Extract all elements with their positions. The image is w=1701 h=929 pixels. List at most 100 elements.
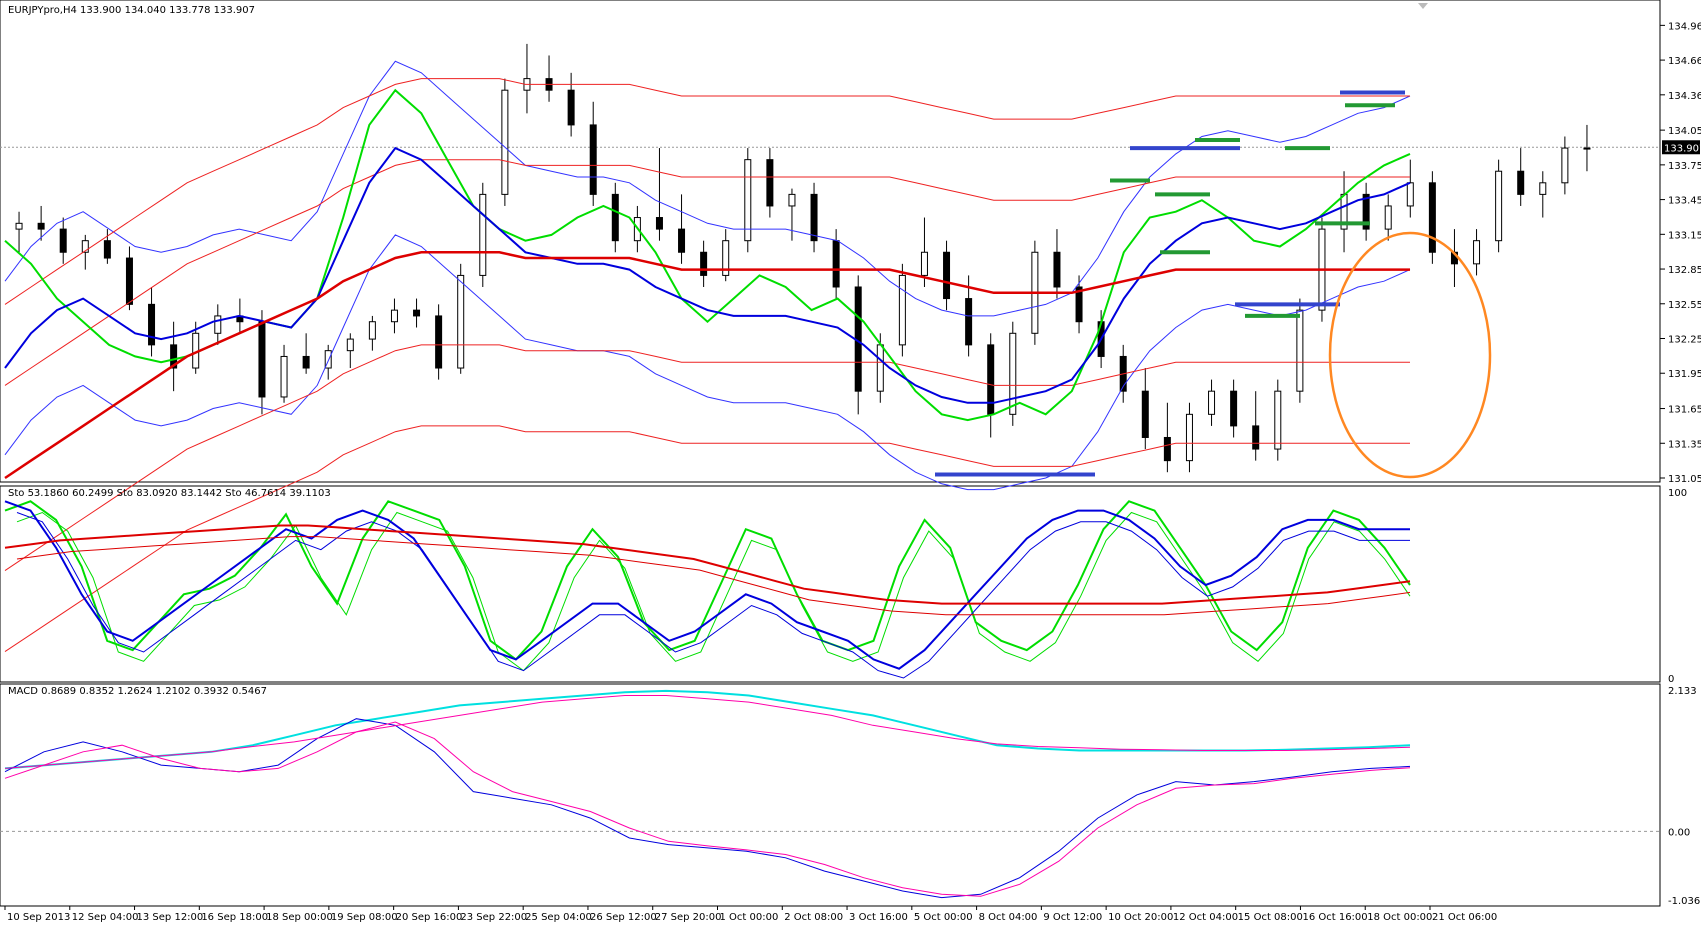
bull-candle (457, 274, 465, 369)
bear-candle (1075, 286, 1083, 323)
price-y-tick-label: 131.350 (1668, 439, 1701, 450)
x-tick-label: 15 Oct 08:00 (1238, 912, 1303, 923)
x-tick-label: 8 Oct 04:00 (979, 912, 1038, 923)
bull-candle (1495, 170, 1503, 242)
bull-candle (214, 315, 222, 334)
x-tick-label: 10 Oct 20:00 (1108, 912, 1173, 923)
price-panel-frame (0, 0, 1661, 483)
macd-layer (0, 689, 1660, 899)
bull-candle (1208, 390, 1216, 415)
bear-candle (1141, 390, 1149, 438)
x-tick-label: 16 Oct 16:00 (1302, 912, 1367, 923)
bear-candle (125, 257, 133, 305)
bear-candle (148, 303, 156, 346)
upper-blue-band (4, 60, 1411, 317)
bull-candle (876, 344, 884, 392)
bull-candle (368, 321, 376, 340)
macd-panel-frame (0, 683, 1661, 907)
bear-candle (678, 228, 686, 253)
bear-candle (943, 251, 951, 300)
x-tick-label: 1 Oct 00:00 (720, 912, 779, 923)
stoch-header: Sto 53.1860 60.2499 Sto 83.0920 83.1442 … (8, 488, 331, 499)
x-tick-label: 2 Oct 08:00 (784, 912, 843, 923)
x-tick-label: 27 Sep 20:00 (655, 912, 722, 923)
bull-candle (1009, 332, 1017, 415)
x-tick-label: 10 Sep 2013 (7, 912, 70, 923)
current-price-box (1662, 140, 1700, 155)
mid-upper-red-band (4, 159, 1410, 386)
bear-candle (1428, 182, 1436, 253)
stoch-y-tick-label: 0 (1668, 674, 1674, 685)
bull-candle (1473, 240, 1481, 265)
x-tick-label: 18 Oct 00:00 (1367, 912, 1432, 923)
stoch-signal-line-1 (16, 512, 1410, 679)
price-y-tick-label: 133.155 (1668, 230, 1701, 241)
bull-candle (788, 193, 796, 207)
macd-y-tick-label: 0.00 (1668, 827, 1690, 838)
current-price-label: 133.907 (1664, 143, 1701, 154)
upper-red-band (4, 78, 1410, 305)
bull-candle (501, 89, 509, 195)
price-y-tick-label: 134.960 (1668, 21, 1701, 32)
x-tick-label: 12 Sep 04:00 (72, 912, 139, 923)
bull-candle (1561, 147, 1569, 184)
bear-candle (965, 298, 973, 346)
bull-candle (81, 240, 89, 253)
price-y-tick-label: 131.650 (1668, 405, 1701, 416)
bear-candle (567, 89, 575, 126)
price-y-tick-label: 134.055 (1668, 126, 1701, 137)
price-y-tick-label: 133.455 (1668, 196, 1701, 207)
bear-candle (1163, 436, 1171, 462)
collapse-triangle-icon[interactable] (1418, 3, 1428, 9)
price-layer (0, 43, 1660, 653)
bear-candle (103, 240, 111, 259)
bull-candle (722, 240, 730, 276)
bear-candle (700, 251, 708, 276)
bull-candle (920, 251, 928, 276)
x-tick-label: 26 Sep 12:00 (590, 912, 657, 923)
bull-candle (744, 159, 752, 242)
bull-candle (479, 193, 487, 276)
price-y-tick-label: 134.660 (1668, 56, 1701, 67)
mid-lower-red-band (4, 344, 1410, 572)
price-series-line-1 (4, 146, 1411, 404)
stoch-series-line-1 (4, 500, 1410, 670)
x-tick-label: 19 Sep 08:00 (331, 912, 398, 923)
price-y-tick-label: 133.755 (1668, 161, 1701, 172)
bull-candle (1539, 182, 1547, 195)
bear-candle (1517, 170, 1525, 195)
bear-candle (1252, 425, 1260, 450)
bear-candle (766, 159, 774, 207)
bear-candle (59, 228, 67, 253)
x-tick-label: 13 Sep 12:00 (137, 912, 204, 923)
bull-candle (1384, 205, 1392, 230)
bear-candle (832, 240, 840, 288)
bear-candle (1053, 251, 1061, 288)
bull-candle (15, 222, 23, 230)
bear-candle (810, 193, 818, 242)
x-tick-label: 12 Oct 04:00 (1173, 912, 1238, 923)
symbol-header: EURJPYpro,H4 133.900 134.040 133.778 133… (8, 5, 255, 16)
price-y-tick-label: 134.360 (1668, 91, 1701, 102)
bull-candle (280, 355, 288, 398)
stoch-series-line-2 (4, 524, 1411, 605)
x-tick-label: 9 Oct 12:00 (1043, 912, 1102, 923)
bear-candle (987, 344, 995, 415)
bull-candle (324, 350, 332, 369)
stoch-panel-frame (0, 485, 1661, 683)
lower-red-band (4, 425, 1410, 653)
x-tick-label: 5 Oct 00:00 (914, 912, 973, 923)
bear-candle (435, 315, 443, 369)
x-tick-label: 25 Sep 04:00 (525, 912, 592, 923)
bull-candle (1406, 182, 1414, 207)
bull-candle (898, 274, 906, 346)
bear-candle (302, 355, 310, 369)
stoch-signal-line-2 (16, 536, 1411, 616)
bull-candle (1185, 413, 1193, 462)
bear-candle (655, 217, 663, 230)
stoch-layer (4, 500, 1411, 679)
stoch-series-line-0 (4, 500, 1411, 661)
bull-candle (1274, 390, 1282, 450)
